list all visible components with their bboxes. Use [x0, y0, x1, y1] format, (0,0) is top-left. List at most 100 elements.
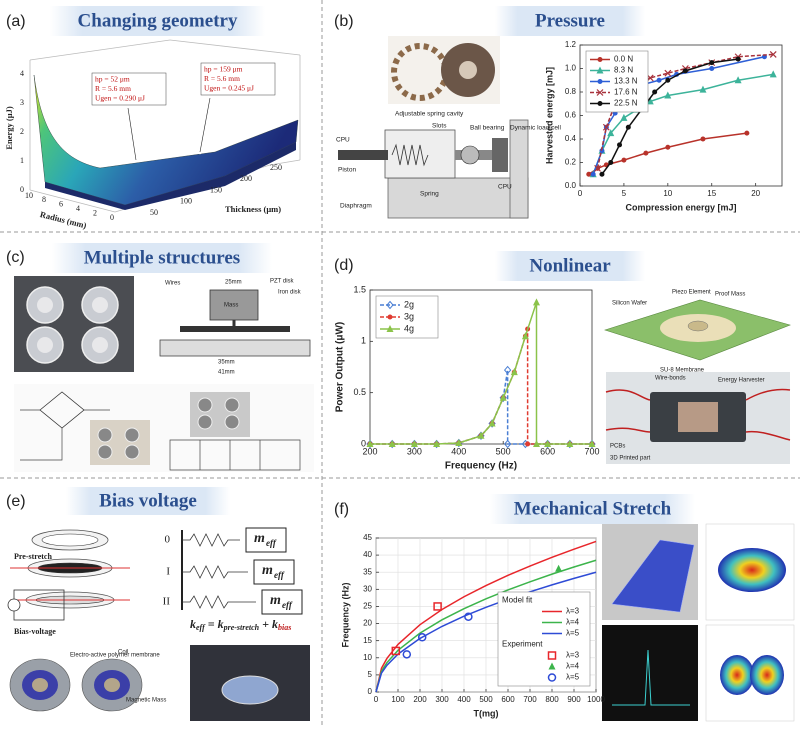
diagram-label: Piston — [338, 167, 356, 174]
data-point — [525, 441, 531, 447]
board-disk — [224, 397, 240, 413]
y-axis-label: Frequency (Hz) — [340, 582, 350, 647]
y-tick-label: 25 — [363, 602, 372, 611]
data-point — [533, 298, 540, 306]
data-point — [499, 393, 507, 401]
axis-frame — [29, 189, 116, 213]
x-tick-label: 800 — [545, 695, 559, 704]
voltage-source — [7, 598, 21, 612]
data-point — [566, 440, 574, 447]
board — [90, 420, 150, 465]
data-point — [588, 440, 596, 447]
data-point — [664, 69, 672, 77]
mode-shape — [750, 655, 784, 695]
title-box — [495, 6, 645, 36]
data-point — [366, 440, 374, 447]
data-point — [433, 602, 442, 611]
diagram-label: Piezo Element — [672, 290, 711, 296]
y-tick-label: 0.2 — [565, 158, 577, 167]
diagram-label: Proof Mass — [715, 292, 745, 298]
diagram-label: CPU — [498, 184, 512, 191]
data-point — [664, 91, 672, 99]
data-point — [521, 332, 529, 340]
x-tick-label: 8 — [42, 195, 46, 204]
x-tick-label: 0 — [578, 189, 583, 198]
legend-marker — [386, 325, 394, 332]
y-tick-label: 0 — [361, 438, 366, 448]
formula-subscript: pre-stretch — [223, 623, 260, 632]
data-point — [488, 419, 496, 427]
annotation-box — [200, 62, 276, 96]
title-box — [52, 243, 272, 273]
y-tick-label: 1.0 — [565, 64, 577, 73]
mass-symbol: m — [254, 531, 265, 546]
spring — [391, 143, 429, 167]
spectrum-render — [612, 649, 690, 706]
data-point — [625, 124, 631, 130]
diagram-label: PCBs — [610, 444, 625, 450]
legend-label: 17.6 N — [614, 88, 638, 97]
board-disk — [197, 397, 213, 413]
state-label: I — [166, 566, 170, 578]
x-tick-label: 1000 — [587, 695, 605, 704]
y-tick-label: 5 — [368, 670, 373, 679]
y-tick-label: 45 — [363, 533, 372, 542]
data-point — [769, 50, 777, 58]
x-tick-label: 4 — [76, 204, 80, 213]
y-tick-label: 0.4 — [565, 134, 577, 143]
data-point — [464, 612, 473, 621]
x-tick-label: 500 — [479, 695, 493, 704]
data-point — [388, 440, 396, 447]
y-tick-label: 1.2 — [565, 40, 577, 49]
diagram-label: Mass — [224, 303, 238, 309]
y-tick-label: 35 — [363, 567, 372, 576]
diagram-label: Magnetic Mass — [126, 698, 166, 704]
board-disk — [124, 444, 140, 460]
diagram-label: Coil — [118, 650, 128, 656]
legend-title: Model fit — [502, 596, 533, 605]
y-tick-label: 0.0 — [565, 181, 577, 190]
mass-subscript: eff — [282, 600, 293, 610]
data-point — [402, 650, 412, 659]
title-box — [50, 6, 265, 36]
data-point — [607, 129, 615, 137]
load-cell — [492, 138, 508, 172]
x-axis-label: Frequency (Hz) — [445, 461, 517, 472]
x-tick-label: 700 — [584, 446, 599, 456]
panel-title: Bias voltage — [99, 490, 197, 511]
y-tick-label: 1.5 — [353, 284, 366, 294]
proof-mass — [687, 320, 709, 332]
mass-box — [245, 527, 287, 553]
formula-term: k — [190, 617, 196, 631]
board-disk — [197, 414, 213, 430]
piston — [338, 150, 388, 160]
data-point — [410, 440, 418, 447]
device-photo — [221, 675, 279, 705]
annotation: Ugen = 0.245 μJ — [204, 84, 254, 93]
data-point — [735, 56, 741, 62]
x-tick-label: 2 — [93, 208, 97, 217]
y-tick-label: 200 — [240, 174, 252, 183]
x-tick-label: 5 — [622, 189, 627, 198]
data-point — [734, 76, 742, 84]
data-point — [656, 77, 662, 83]
y-tick-label: 50 — [150, 208, 158, 217]
data-point — [594, 164, 601, 172]
legend-label: λ=5 — [566, 629, 580, 638]
panel-letter: (b) — [334, 13, 354, 30]
data-point — [391, 646, 401, 656]
legend-label: 13.3 N — [614, 77, 638, 86]
axis-label: Radius (mm) — [39, 209, 88, 230]
y-tick-label: 20 — [363, 619, 372, 628]
diagram-label: Energy Harvester — [718, 378, 765, 384]
legend-marker — [597, 57, 603, 62]
annotation: Ugen = 0.290 μJ — [95, 94, 145, 103]
legend-marker — [596, 66, 604, 74]
x-tick-label: 200 — [413, 695, 427, 704]
x-tick-label: 300 — [407, 446, 422, 456]
legend-label: λ=4 — [566, 662, 580, 671]
diagram-label: Wire-bonds — [655, 376, 686, 382]
annotation: R = 5.6 mm — [95, 84, 131, 93]
z-tick-label: 0 — [20, 185, 24, 194]
y-tick-label: 0 — [368, 687, 373, 696]
